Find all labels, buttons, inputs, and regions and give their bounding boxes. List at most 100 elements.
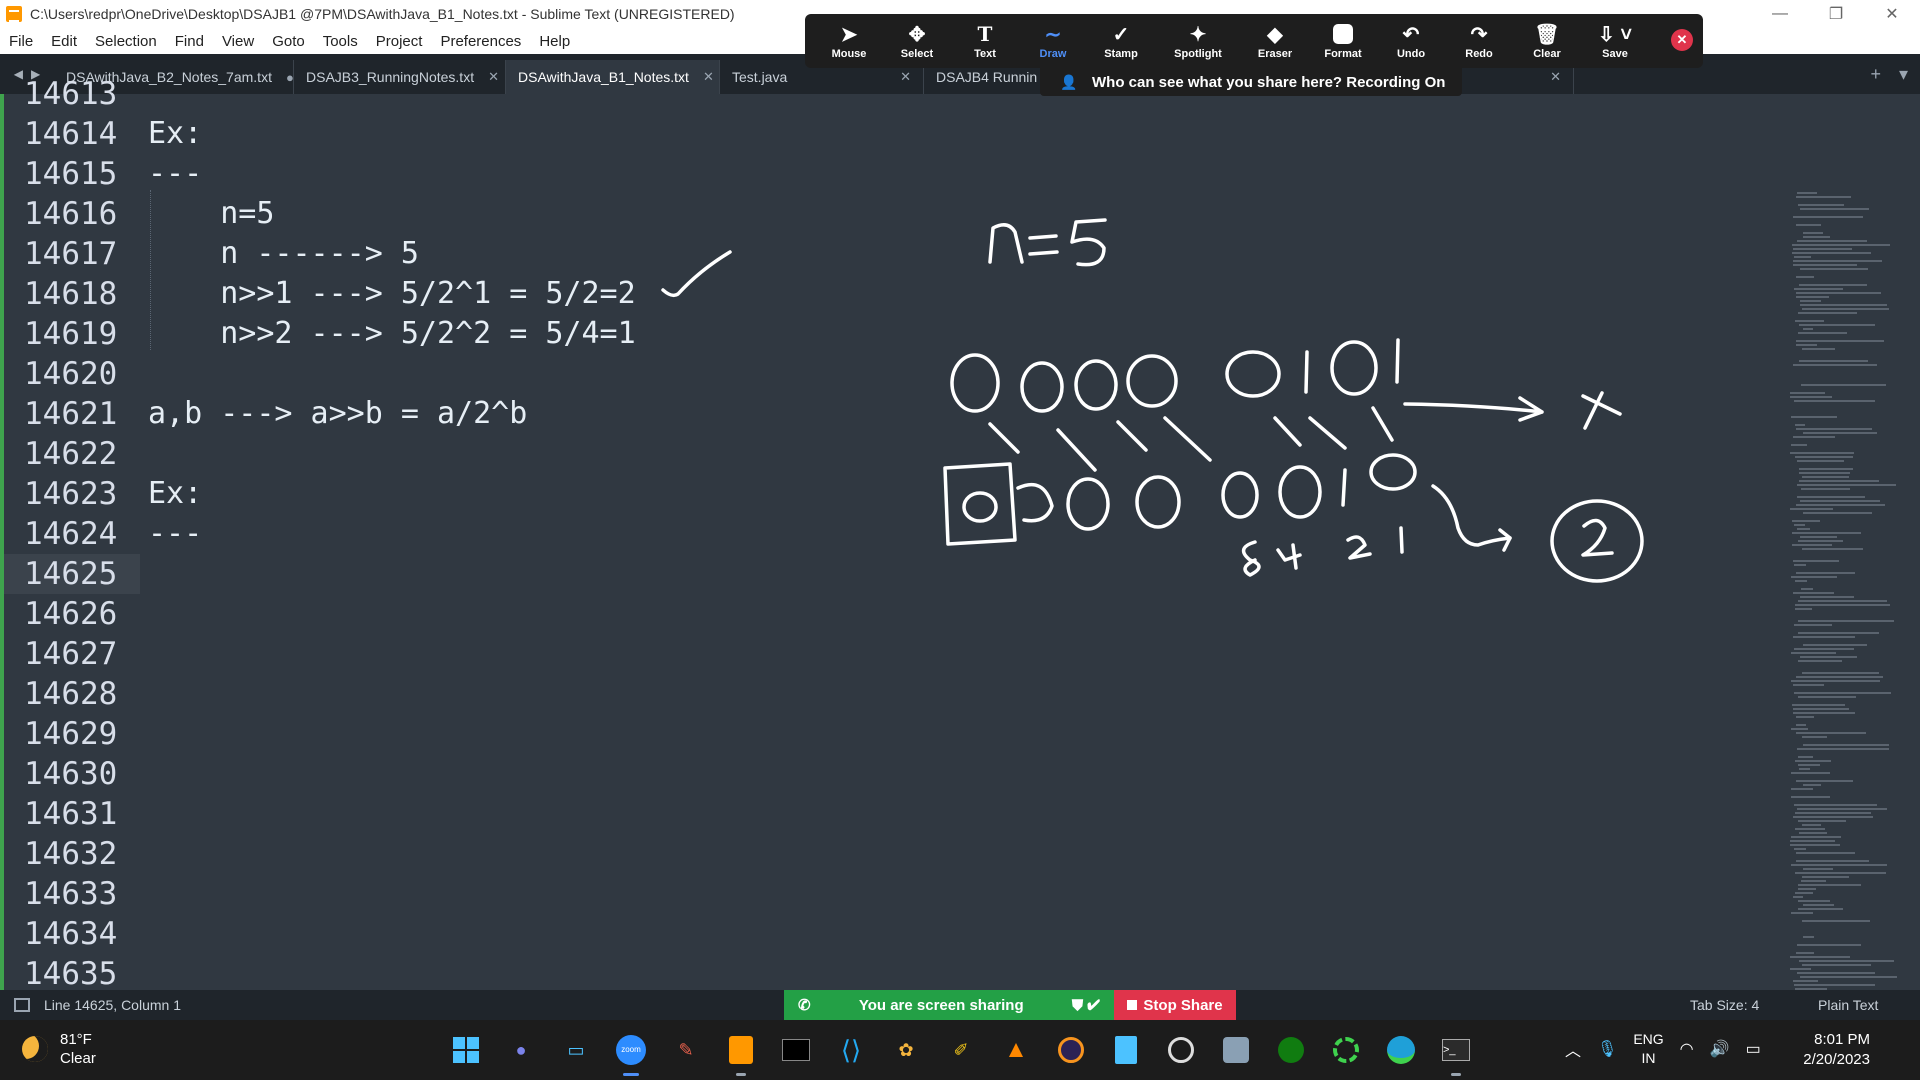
edge-icon[interactable] [1381, 1030, 1421, 1070]
share-notice[interactable]: 👤 Who can see what you share here? Recor… [1040, 68, 1462, 96]
vscode-icon[interactable]: ⟨⟩ [840, 1034, 862, 1065]
minimap[interactable] [1790, 188, 1905, 1080]
eclipse-icon[interactable] [1051, 1030, 1091, 1070]
minimap-line [1799, 768, 1810, 770]
restore-button[interactable]: ❐ [1828, 6, 1844, 23]
tool-select[interactable]: ✥ Select [900, 23, 934, 61]
tab-prev-icon[interactable]: ◀ [13, 67, 23, 81]
menu-project[interactable]: Project [375, 32, 423, 50]
paintbrush-icon[interactable]: ✐ [953, 1039, 969, 1060]
tab-dsajb3-runningnotes[interactable]: DSAJB3_RunningNotes.txt ✕ [294, 60, 506, 94]
code-line[interactable]: Ex: [148, 476, 203, 511]
minimap-line [1800, 268, 1868, 270]
loading-icon[interactable] [1326, 1030, 1366, 1070]
cursor-position[interactable]: Line 14625, Column 1 [44, 997, 181, 1013]
tab-test-java[interactable]: Test.java ✕ [720, 60, 924, 94]
tab-dsawithjava-b2[interactable]: DSAwithJava_B2_Notes_7am.txt ● [54, 60, 294, 94]
tab-size[interactable]: Tab Size: 4 [1690, 997, 1760, 1013]
tab-close-icon[interactable]: ✕ [1550, 69, 1561, 84]
chevron-up-icon[interactable]: ︿ [1565, 1043, 1582, 1060]
sublime-taskbar-icon[interactable] [721, 1030, 761, 1076]
xbox-icon[interactable] [1271, 1030, 1311, 1070]
tab-nav-arrows[interactable]: ◀ ▶ [0, 54, 54, 94]
obs-icon[interactable] [1161, 1030, 1201, 1070]
menu-find[interactable]: Find [174, 32, 204, 50]
menu-edit[interactable]: Edit [51, 32, 78, 50]
terminal-icon[interactable] [776, 1030, 816, 1070]
tab-close-icon[interactable]: ✕ [900, 69, 911, 84]
code-line[interactable]: --- [148, 516, 203, 551]
weather-widget[interactable]: 81°F Clear [22, 1030, 96, 1068]
minimap-line [1794, 256, 1811, 258]
system-tray: ︿ 🎙 ENG IN ◠ 🔊 ▭ [1565, 1030, 1761, 1068]
minimap-line [1797, 972, 1875, 974]
close-window-button[interactable]: ✕ [1885, 6, 1899, 23]
minimap-line [1796, 344, 1817, 346]
palette-icon[interactable]: ✿ [898, 1039, 914, 1060]
tab-menu-icon[interactable]: ▾ [1898, 64, 1908, 84]
code-line[interactable]: n=5 [148, 196, 275, 231]
tab-close-icon[interactable]: ✕ [488, 69, 499, 84]
menu-tools[interactable]: Tools [322, 32, 358, 50]
code-line[interactable]: Ex: [148, 116, 203, 151]
speaker-icon[interactable]: 🔊 [1709, 1041, 1730, 1058]
minimap-line [1796, 224, 1821, 226]
new-tab-icon[interactable]: + [1870, 64, 1881, 84]
paint-icon[interactable]: ✎ [678, 1039, 694, 1060]
tool-stamp[interactable]: ✓ Stamp [1104, 23, 1138, 61]
minimize-button[interactable]: — [1772, 5, 1788, 22]
menu-goto[interactable]: Goto [272, 32, 305, 50]
zoom-icon[interactable]: zoom [611, 1030, 651, 1076]
battery-icon[interactable]: ▭ [1745, 1041, 1761, 1058]
microphone-icon[interactable]: 🎙 [1597, 1041, 1618, 1058]
start-icon[interactable] [446, 1030, 486, 1070]
minimap-line [1796, 852, 1855, 854]
app-icon[interactable] [1216, 1030, 1256, 1070]
code-line[interactable]: n>>1 ---> 5/2^1 = 5/2=2 [148, 276, 636, 311]
tab-dsajb4-running[interactable]: DSAJB4 Runnin ✕ [924, 60, 1574, 94]
code-line[interactable]: --- [148, 156, 203, 191]
code-line[interactable]: a,b ---> a>>b = a/2^b [148, 396, 528, 431]
minimap-line [1803, 328, 1813, 330]
minimap-line [1796, 716, 1814, 718]
language-indicator[interactable]: ENG IN [1633, 1031, 1664, 1066]
tool-mouse[interactable]: ➤ Mouse [831, 23, 867, 61]
cmd-icon[interactable]: >_ [1436, 1030, 1476, 1076]
panel-toggle-icon[interactable] [14, 998, 30, 1012]
tab-close-icon[interactable]: ✕ [702, 69, 714, 84]
tool-clear[interactable]: 🗑 Clear [1533, 23, 1561, 61]
wifi-icon[interactable]: ◠ [1679, 1041, 1694, 1058]
shield-icon: ⛊ ✔ [1071, 996, 1100, 1014]
minimap-line [1793, 264, 1857, 266]
tab-next-icon[interactable]: ▶ [31, 67, 41, 81]
menu-help[interactable]: Help [539, 32, 571, 50]
close-annotation-icon[interactable]: ✕ [1671, 29, 1693, 51]
tool-spotlight[interactable]: ✦ Spotlight [1174, 23, 1222, 61]
notepad-icon[interactable] [1106, 1030, 1146, 1070]
tool-draw[interactable]: ∼ Draw [1039, 23, 1067, 61]
tab-dsawithjava-b1[interactable]: DSAwithJava_B1_Notes.txt ✕ [506, 60, 720, 94]
tool-redo[interactable]: ↷ Redo [1465, 23, 1493, 61]
desktop-icon[interactable]: ▭ [567, 1039, 585, 1060]
teams-chat-icon[interactable]: ● [515, 1039, 527, 1060]
tool-text[interactable]: T Text [974, 22, 996, 60]
tab-dirty-icon[interactable]: ● [285, 69, 294, 85]
tool-undo[interactable]: ↶ Undo [1396, 23, 1426, 61]
minimap-line [1796, 724, 1806, 726]
clock[interactable]: 8:01 PM 2/20/2023 [1803, 1031, 1870, 1068]
code-line[interactable]: n>>2 ---> 5/2^2 = 5/4=1 [148, 316, 636, 351]
menu-preferences[interactable]: Preferences [440, 32, 522, 50]
editor-area[interactable]: 14613 14614 14615 14616 14617 14618 14619 14620… [0, 76, 1920, 1080]
stop-share-button[interactable]: Stop Share [1114, 990, 1236, 1020]
screen-sharing-indicator[interactable]: ✆ You are screen sharing ⛊ ✔ [784, 990, 1114, 1020]
tool-eraser[interactable]: ◆ Eraser [1257, 23, 1293, 61]
code-line[interactable]: n ------> 5 [148, 236, 419, 271]
syntax-mode[interactable]: Plain Text [1818, 997, 1879, 1013]
menu-file[interactable]: File [9, 32, 34, 50]
menu-view[interactable]: View [221, 32, 255, 50]
vlc-icon[interactable]: ▲ [1004, 1036, 1028, 1063]
menu-selection[interactable]: Selection [95, 32, 157, 50]
tool-save[interactable]: ⇩ ˅ Save [1598, 23, 1632, 61]
tool-format[interactable]: Format [1309, 14, 1377, 68]
line-number-gutter: 14613 14614 14615 14616 14617 14618 14619 14620… [0, 76, 140, 992]
